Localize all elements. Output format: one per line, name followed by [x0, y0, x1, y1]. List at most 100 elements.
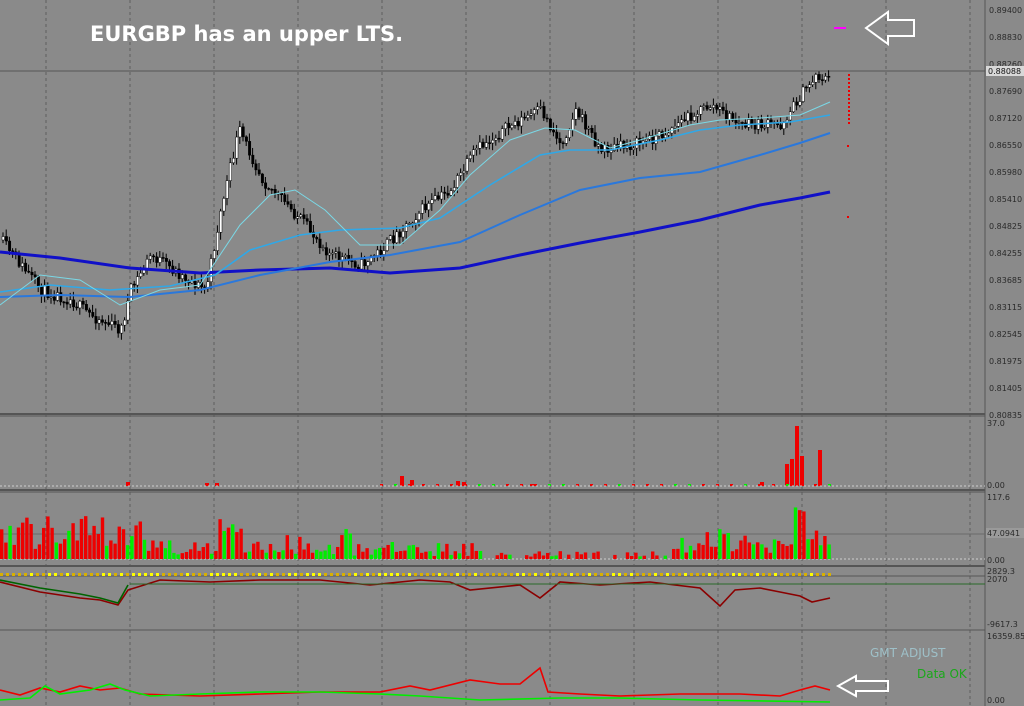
candle-body [683, 119, 687, 122]
candle-body [449, 190, 453, 196]
oscillator-dot [138, 573, 141, 576]
candle-body [824, 76, 828, 81]
candle-body [731, 113, 735, 121]
oscillator-dot [288, 573, 291, 576]
candle-body [510, 125, 514, 129]
candle-body [257, 169, 261, 175]
histogram-bar [168, 540, 172, 559]
histogram-bar [247, 551, 252, 559]
candle-body [20, 262, 24, 267]
candle-body [251, 154, 255, 165]
oscillator-dot [588, 573, 591, 576]
histogram-bar [651, 551, 655, 559]
oscillator-dot [432, 573, 435, 576]
volume-max-label: 37.0 [987, 419, 1005, 428]
price-axis-label: 0.85980 [989, 168, 1022, 177]
histogram-bar [4, 542, 8, 559]
oscillator-dot [90, 573, 93, 576]
candle-body [654, 135, 658, 144]
histogram-bar [8, 525, 12, 559]
histogram-bar [819, 545, 823, 559]
candle-body [769, 119, 773, 123]
oscillator-dot [786, 573, 789, 576]
oscillator-dot [642, 573, 645, 576]
oscillator-bottom-label: -9617.3 [987, 620, 1018, 629]
candle-body [318, 238, 322, 248]
candle-body [827, 76, 831, 78]
histogram-bar [743, 535, 747, 559]
histogram-bar [756, 542, 760, 559]
oscillator-dot [114, 573, 117, 576]
histogram-bar [231, 524, 235, 559]
candle-body [376, 249, 380, 256]
oscillator-dot [372, 573, 375, 576]
oscillator-dot [426, 573, 429, 576]
histogram-bar [235, 532, 239, 559]
histogram-bar [672, 548, 676, 559]
histogram-bar [134, 525, 138, 559]
volume-bar [422, 484, 425, 486]
histogram-bar [474, 550, 478, 559]
histogram-bar [445, 543, 449, 559]
oscillator-dot [402, 573, 405, 576]
candle-body [571, 119, 575, 131]
histogram-bar [138, 521, 142, 559]
oscillator-dot [456, 573, 459, 576]
histogram-bar [222, 530, 226, 559]
histogram-bar [365, 548, 369, 559]
candle-body [420, 203, 424, 214]
candle-body [129, 283, 133, 302]
histogram-bar [159, 541, 163, 559]
histogram-bar [701, 544, 705, 559]
volume-bar [408, 484, 411, 486]
candle-body [724, 110, 728, 120]
candle-body [465, 158, 469, 172]
candle-body [664, 134, 668, 139]
moving-averages [0, 101, 831, 306]
oscillator-dot [144, 573, 147, 576]
candle-body [696, 114, 700, 117]
volume-bar [534, 484, 537, 486]
oscillator-dot [450, 573, 453, 576]
oscillator-dot [732, 573, 735, 576]
volume-bar [760, 482, 764, 486]
histogram-bar [88, 535, 92, 559]
oscillator-dot [480, 573, 483, 576]
volume-bar [818, 450, 822, 486]
candle-body [84, 304, 88, 311]
oscillator-dot [516, 573, 519, 576]
histogram-bar [722, 534, 726, 559]
candle-body [360, 259, 364, 270]
volume-bar [215, 483, 219, 486]
histogram-bar [63, 539, 67, 559]
candle-body [596, 144, 600, 147]
histogram-bar [184, 551, 189, 559]
oscillator-dot [342, 573, 345, 576]
oscillator-dot [324, 573, 327, 576]
candle-body [321, 247, 325, 249]
candle-body [264, 182, 268, 189]
candle-body [446, 193, 450, 196]
oscillator-dot [192, 573, 195, 576]
histogram-bar [361, 551, 365, 559]
candle-body [484, 142, 488, 148]
histogram-bar [441, 551, 445, 559]
candle-body [164, 258, 168, 262]
histogram-bar [504, 554, 508, 559]
candle-body [78, 300, 82, 309]
candle-body [712, 104, 716, 108]
oscillator-dot [60, 573, 63, 576]
histogram-bar [205, 543, 210, 559]
candle-body [8, 240, 12, 251]
candle-body [734, 119, 738, 124]
histogram-bar [105, 545, 109, 559]
oscillator-dot [330, 573, 333, 576]
histogram-bar [79, 518, 84, 559]
histogram-bar [100, 517, 105, 559]
volume-bar [394, 484, 397, 486]
candle-body [116, 324, 120, 334]
candle-body [1, 236, 5, 241]
candle-body [388, 235, 392, 240]
